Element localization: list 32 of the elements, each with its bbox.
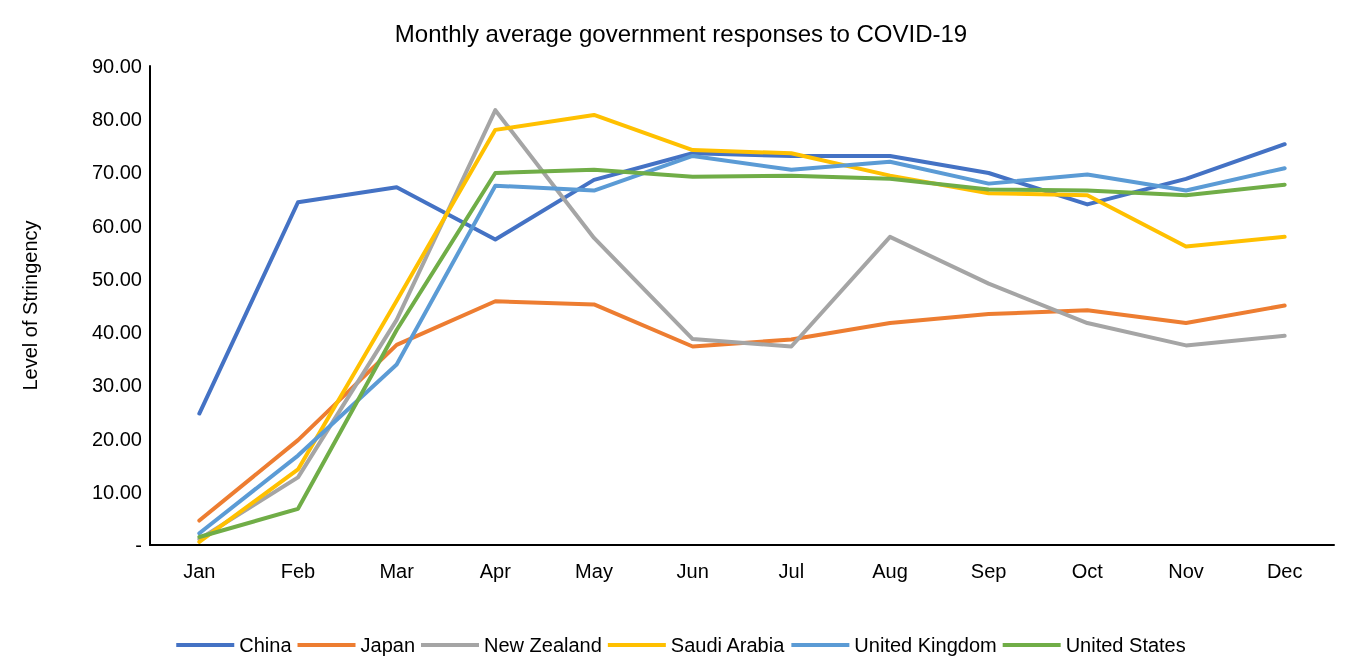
legend-label: United States <box>1065 634 1186 656</box>
x-tick-label: Jan <box>183 560 216 582</box>
legend-label: Saudi Arabia <box>670 634 786 656</box>
legend-label: China <box>239 634 293 656</box>
x-tick-label: Mar <box>379 560 415 582</box>
x-tick-label: Feb <box>280 560 316 582</box>
y-tick-label: 10.00 <box>91 480 142 503</box>
x-tick-label: Jun <box>676 560 709 582</box>
y-tick-label: 60.00 <box>91 214 142 237</box>
x-tick-label: Dec <box>1266 560 1303 582</box>
y-tick-label: 20.00 <box>91 427 142 450</box>
x-tick-label: May <box>575 560 613 582</box>
y-tick-label: 90.00 <box>91 55 142 77</box>
legend-label: New Zealand <box>484 634 602 656</box>
line-series <box>197 142 1287 416</box>
y-tick-label: - <box>135 534 142 556</box>
x-tick-label: Nov <box>1168 560 1204 582</box>
y-tick-label: 30.00 <box>91 374 142 397</box>
legend-label: Japan <box>360 634 416 656</box>
y-tick-label: 40.00 <box>91 321 142 344</box>
x-tick-label: Oct <box>1071 560 1104 582</box>
x-tick-label: Apr <box>479 560 512 582</box>
y-tick-label: 80.00 <box>91 108 142 131</box>
chart-title: Monthly average government responses to COVID-19 <box>394 19 968 47</box>
line-series <box>197 299 1287 523</box>
y-tick-label: 70.00 <box>91 161 142 184</box>
y-axis-title: Level of Stringency <box>19 220 41 391</box>
y-tick-label: 50.00 <box>91 267 142 290</box>
legend-label: United Kingdom <box>854 634 997 656</box>
x-tick-label: Sep <box>970 560 1007 582</box>
x-tick-label: Aug <box>872 560 908 582</box>
x-tick-label: Jul <box>778 560 805 582</box>
